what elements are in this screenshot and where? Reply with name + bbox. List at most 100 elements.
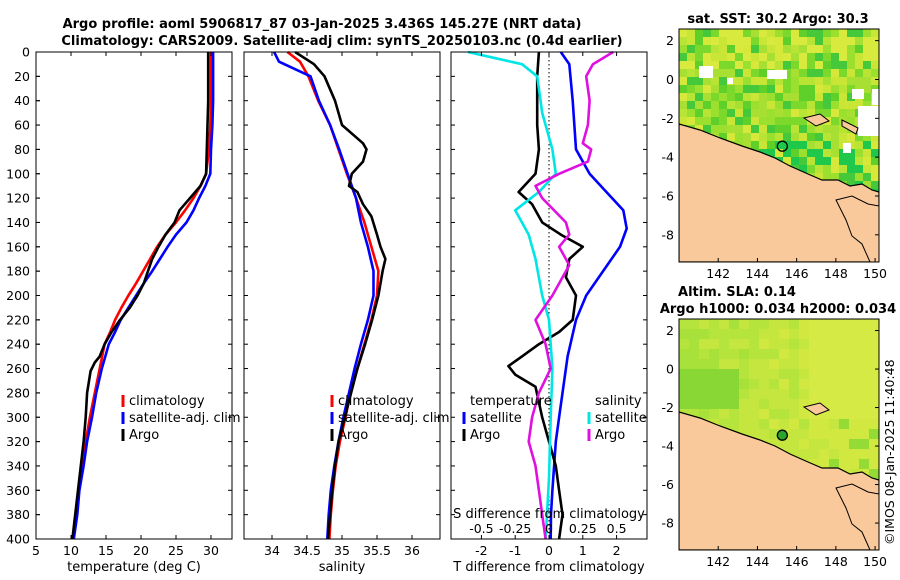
sst-cell	[703, 53, 711, 61]
sla-cell	[809, 439, 819, 449]
sst-cell	[759, 101, 767, 109]
sst-cell	[799, 125, 807, 133]
sst-cell	[759, 77, 767, 85]
sla-cell	[849, 429, 859, 439]
sla-cell	[759, 339, 769, 349]
sst-cell	[783, 117, 791, 125]
sla-cell	[739, 419, 749, 429]
sla-cell	[749, 409, 759, 419]
sst-cell	[863, 181, 871, 189]
y-tick-label: 40	[14, 93, 30, 108]
y-tick-label: 260	[6, 361, 30, 376]
sst-cell	[807, 133, 815, 141]
sla-cell	[849, 389, 859, 399]
x-tick-label: 34.5	[293, 543, 321, 558]
sst-cell	[871, 141, 879, 149]
map-y-tick-label: -6	[662, 477, 675, 492]
map-y-tick-label: -8	[662, 227, 675, 242]
legend-satellite-adj: satellite-adj. clim	[338, 411, 450, 426]
legend-climatology: climatology	[129, 394, 205, 409]
sla-cell	[719, 339, 729, 349]
sst-cell	[719, 101, 727, 109]
sst-cell	[711, 69, 719, 77]
sla-cell	[839, 359, 849, 369]
sla-cell	[869, 389, 879, 399]
sst-cell	[711, 85, 719, 93]
sst-cell	[863, 37, 871, 45]
sla-cell	[699, 349, 709, 359]
sla-cell	[849, 449, 859, 459]
map-y-tick-label: 2	[666, 323, 674, 338]
sla-cell	[749, 339, 759, 349]
sla-cell	[829, 349, 839, 359]
sla-cell	[819, 409, 829, 419]
argo-position-marker	[776, 429, 788, 441]
sst-cell	[727, 125, 735, 133]
sla-cell	[769, 409, 779, 419]
sla-cell	[759, 419, 769, 429]
sst-cell	[767, 37, 775, 45]
sst-cell	[679, 85, 687, 93]
sst-cell	[759, 133, 767, 141]
difference-panel: -2 -1 0 1 2 -0.5 -0.25 0 0.25 0.5 T difference f…	[450, 50, 648, 575]
map-y-tick-label: 0	[666, 362, 674, 377]
temperature-legend: climatology satellite-adj. clim Argo	[121, 394, 241, 443]
sla-cell	[849, 439, 859, 449]
sla-cell	[869, 469, 879, 479]
sst-cell	[815, 101, 823, 109]
sst-cell	[807, 93, 815, 101]
sst-cell	[823, 37, 831, 45]
sla-cell	[769, 349, 779, 359]
sst-cell	[775, 125, 783, 133]
sst-cell	[791, 93, 799, 101]
sla-cell	[679, 349, 689, 359]
legend-argo: Argo	[129, 428, 159, 443]
depth-ticks: 0 20 40 60 80 100 120 140 160 180 200 220 240 260 280 3…	[6, 45, 40, 547]
sst-cell	[799, 69, 807, 77]
sst-cell	[759, 29, 767, 37]
sla-cell	[849, 359, 859, 369]
sst-cell	[751, 85, 759, 93]
sla-cell	[679, 399, 689, 409]
y-tick-label: 120	[6, 191, 30, 206]
cloud-patch	[858, 106, 879, 136]
sla-cell	[859, 359, 869, 369]
sst-cell	[751, 101, 759, 109]
sla-cell	[739, 349, 749, 359]
sst-cell	[727, 69, 735, 77]
sst-cell	[735, 37, 743, 45]
sst-cell	[695, 77, 703, 85]
sst-cell	[799, 133, 807, 141]
sla-cell	[709, 339, 719, 349]
sst-cell	[823, 61, 831, 69]
t-diff-xlabel: T difference from climatology	[452, 560, 645, 575]
sst-cell	[791, 29, 799, 37]
sla-cell	[839, 379, 849, 389]
sst-cell	[871, 133, 879, 141]
y-tick-label: 20	[14, 69, 30, 84]
sla-cell	[729, 409, 739, 419]
sst-cell	[839, 125, 847, 133]
sst-cell	[815, 109, 823, 117]
series-argo	[294, 50, 387, 540]
y-tick-label: 380	[6, 507, 30, 522]
sst-cell	[823, 53, 831, 61]
sst-cell	[775, 109, 783, 117]
sst-cell	[759, 109, 767, 117]
sla-cell	[829, 339, 839, 349]
sla-cell	[859, 319, 869, 329]
x-tick-label: 36	[404, 543, 420, 558]
sla-cell	[739, 359, 749, 369]
sst-cell	[839, 101, 847, 109]
sla-cell	[869, 439, 879, 449]
sst-cell	[743, 69, 751, 77]
sst-cell	[719, 77, 727, 85]
sst-cell	[847, 85, 855, 93]
sla-cell	[699, 369, 709, 379]
sla-cell	[709, 329, 719, 339]
sla-cell	[789, 379, 799, 389]
x-tick-label: 35	[334, 543, 350, 558]
sla-cell	[859, 409, 869, 419]
sst-cell	[839, 93, 847, 101]
